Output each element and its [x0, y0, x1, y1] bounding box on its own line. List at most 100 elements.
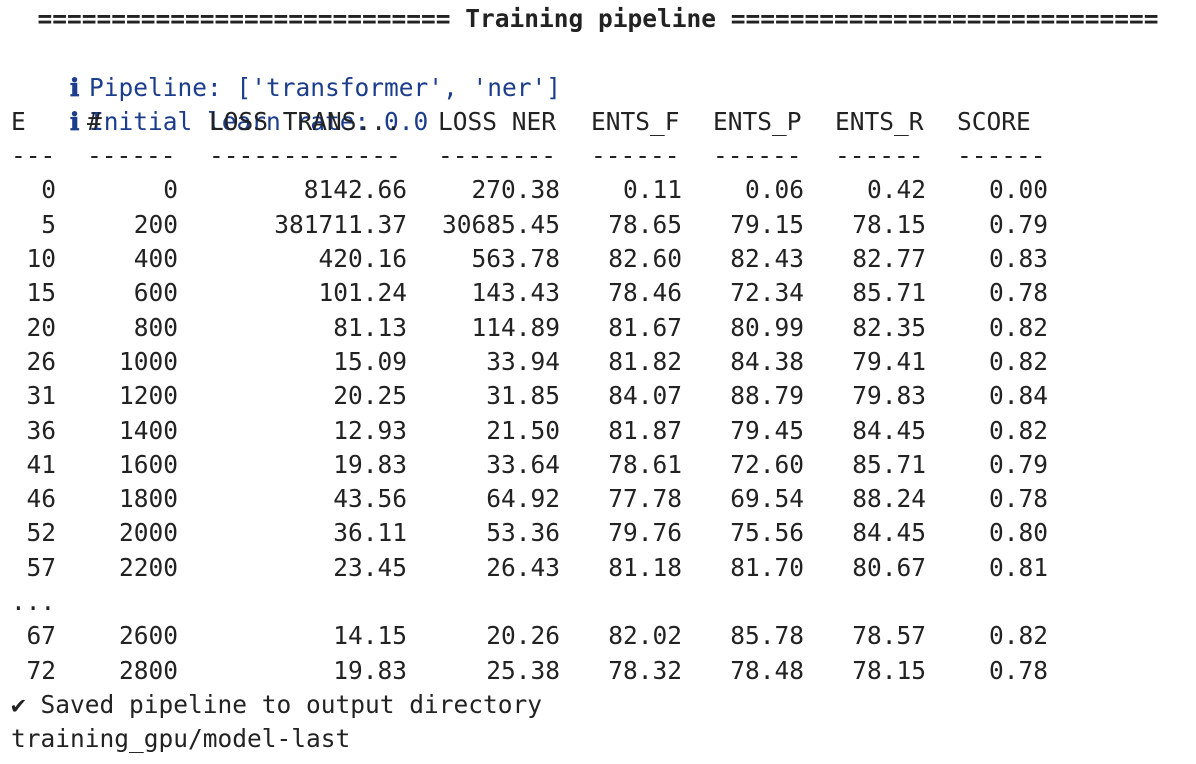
table-cell: 81.82: [608, 346, 682, 376]
table-row: 52 2000 36.11 53.36 79.76 75.56 84.45 0.80: [11, 516, 1196, 550]
table-cell: 0.80: [988, 518, 1048, 548]
checkmark-icon: ✔: [11, 689, 26, 719]
table-cell: 31: [26, 381, 56, 411]
table-cell: 67: [26, 621, 56, 651]
table-cell: 78.57: [852, 621, 926, 651]
table-row: 72 2800 19.83 25.38 78.32 78.48 78.15 0.78: [11, 654, 1196, 688]
table-cell: 19.83: [333, 655, 407, 685]
table-cell: 2000: [118, 518, 178, 548]
table-cell: 0.78: [988, 484, 1048, 514]
table-cell: 78.32: [608, 655, 682, 685]
table-cell: 82.43: [730, 244, 804, 274]
table-cell: 2600: [118, 621, 178, 651]
table-cell: 79.15: [730, 209, 804, 239]
info-icon: ℹ: [70, 106, 80, 136]
ellipsis-line: ...: [11, 587, 56, 617]
table-cell: 64.92: [486, 484, 560, 514]
table-cell: 36.11: [333, 518, 407, 548]
table-cell: 5: [41, 209, 56, 239]
info-text: Pipeline: ['transformer', 'ner']: [89, 72, 562, 102]
table-row: 36 1400 12.93 21.50 81.87 79.45 84.45 0.82: [11, 414, 1196, 448]
table-divider: --- ------ ------------- -------- ------…: [11, 139, 1196, 173]
table-cell: 85.71: [852, 449, 926, 479]
table-cell: 81.87: [608, 415, 682, 445]
table-row: 20 800 81.13 114.89 81.67 80.99 82.35 0.82: [11, 311, 1196, 345]
table-cell: 19.83: [333, 449, 407, 479]
table-row: 0 0 8142.66 270.38 0.11 0.06 0.42 0.00: [11, 173, 1196, 207]
table-cell: 80.67: [852, 552, 926, 582]
table-cell: 400: [133, 244, 178, 274]
table-cell: 69.54: [730, 484, 804, 514]
divider-dash: ---: [11, 141, 56, 171]
table-cell: 26.43: [486, 552, 560, 582]
table-cell: 82.02: [608, 621, 682, 651]
table-cell: 85.78: [730, 621, 804, 651]
table-cell: 0.84: [988, 381, 1048, 411]
table-cell: 0.83: [988, 244, 1048, 274]
divider-dash: ------: [591, 141, 680, 171]
table-cell: 23.45: [333, 552, 407, 582]
table-cell: 15: [26, 278, 56, 308]
table-cell: 0.78: [988, 655, 1048, 685]
column-header: SCORE: [957, 106, 1031, 136]
table-cell: 84.38: [730, 346, 804, 376]
table-cell: 12.93: [333, 415, 407, 445]
table-cell: 0.11: [622, 175, 682, 205]
table-header: E # LOSS TRANS... LOSS NER ENTS_F ENTS_P…: [11, 105, 1196, 139]
divider-dash: ------: [835, 141, 924, 171]
table-cell: 800: [133, 312, 178, 342]
column-header: ENTS_P: [713, 106, 802, 136]
column-header: E: [11, 106, 26, 136]
table-cell: 381711.37: [274, 209, 407, 239]
table-row: 26 1000 15.09 33.94 81.82 84.38 79.41 0.82: [11, 345, 1196, 379]
column-header: #: [87, 106, 102, 136]
table-row: 15 600 101.24 143.43 78.46 72.34 85.71 0.78: [11, 276, 1196, 310]
table-cell: 88.24: [852, 484, 926, 514]
table-cell: 0.81: [988, 552, 1048, 582]
table-row: 57 2200 23.45 26.43 81.18 81.70 80.67 0.81: [11, 551, 1196, 585]
table-cell: 0.79: [988, 449, 1048, 479]
table-cell: 81.18: [608, 552, 682, 582]
table-cell: 33.94: [486, 346, 560, 376]
divider-dash: ------: [957, 141, 1046, 171]
table-cell: 21.50: [486, 415, 560, 445]
table-cell: 200: [133, 209, 178, 239]
saved-text: Saved pipeline to output directory: [40, 689, 543, 719]
column-header: ENTS_F: [591, 106, 680, 136]
table-body: 0 0 8142.66 270.38 0.11 0.06 0.42 0.00 5 200 38171…: [11, 173, 1196, 585]
table-cell: 0.82: [988, 621, 1048, 651]
table-cell: 41: [26, 449, 56, 479]
table-cell: 81.67: [608, 312, 682, 342]
table-cell: 0.42: [866, 175, 926, 205]
table-cell: 30685.45: [441, 209, 560, 239]
table-cell: 36: [26, 415, 56, 445]
column-header: LOSS TRANS...: [209, 106, 401, 136]
table-body-tail: 67 2600 14.15 20.26 82.02 85.78 78.57 0.82 72 280…: [11, 619, 1196, 688]
divider-dash: ------: [713, 141, 802, 171]
table-cell: 79.76: [608, 518, 682, 548]
table-cell: 0.82: [988, 415, 1048, 445]
table-cell: 33.64: [486, 449, 560, 479]
table-cell: 2200: [118, 552, 178, 582]
table-cell: 26: [26, 346, 56, 376]
table-cell: 82.77: [852, 244, 926, 274]
table-cell: 0.78: [988, 278, 1048, 308]
table-cell: 78.15: [852, 209, 926, 239]
table-cell: 31.85: [486, 381, 560, 411]
divider-dash: -------------: [209, 141, 401, 171]
table-cell: 79.83: [852, 381, 926, 411]
table-cell: 57: [26, 552, 56, 582]
table-cell: 75.56: [730, 518, 804, 548]
table-cell: 72.34: [730, 278, 804, 308]
info-icon: ℹ: [70, 72, 80, 102]
table-cell: 78.65: [608, 209, 682, 239]
saved-message: ✔ Saved pipeline to output directory: [11, 688, 1196, 722]
table-cell: 10: [26, 244, 56, 274]
table-cell: 600: [133, 278, 178, 308]
column-header: LOSS NER: [438, 106, 557, 136]
table-cell: 52: [26, 518, 56, 548]
table-cell: 53.36: [486, 518, 560, 548]
table-row: 10 400 420.16 563.78 82.60 82.43 82.77 0.83: [11, 242, 1196, 276]
table-cell: 46: [26, 484, 56, 514]
